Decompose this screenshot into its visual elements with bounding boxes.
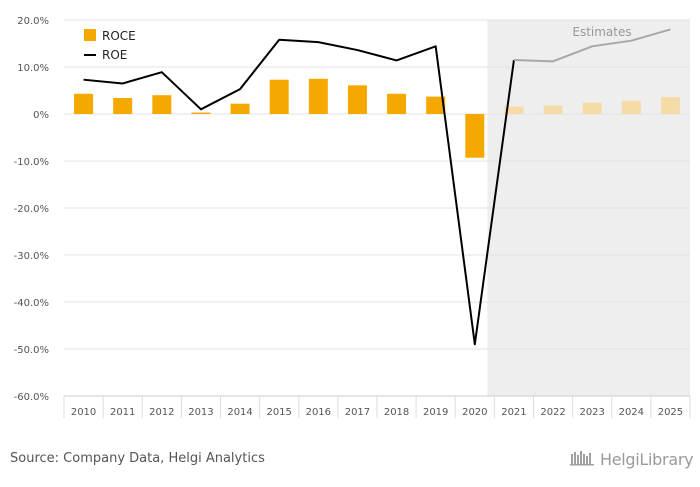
- x-tick-label: 2023: [579, 407, 604, 418]
- y-tick-label: 20.0%: [17, 16, 49, 27]
- roce-bar: [74, 94, 93, 114]
- y-tick-label: -20.0%: [14, 204, 49, 215]
- roce-bar: [231, 104, 250, 114]
- roce-bar: [348, 85, 367, 114]
- roce-bar: [270, 80, 289, 114]
- x-tick-label: 2012: [149, 407, 174, 418]
- x-tick-label: 2025: [658, 407, 683, 418]
- source-note: Source: Company Data, Helgi Analytics: [10, 451, 265, 466]
- roce-bar: [622, 101, 641, 114]
- legend-roce-label: ROCE: [102, 29, 136, 43]
- roce-bar: [152, 95, 171, 114]
- roce-bar: [387, 94, 406, 114]
- x-tick-label: 2014: [227, 407, 252, 418]
- x-tick-label: 2015: [266, 407, 291, 418]
- x-tick-label: 2022: [540, 407, 565, 418]
- x-tick-label: 2019: [423, 407, 448, 418]
- roe-line: [84, 40, 514, 345]
- x-tick-label: 2011: [110, 407, 135, 418]
- x-tick-label: 2018: [384, 407, 409, 418]
- roce-bar: [113, 98, 132, 114]
- y-tick-label: -50.0%: [14, 345, 49, 356]
- x-tick-label: 2017: [345, 407, 370, 418]
- y-tick-label: -30.0%: [14, 251, 49, 262]
- x-tick-label: 2021: [501, 407, 526, 418]
- y-tick-label: -10.0%: [14, 157, 49, 168]
- y-tick-label: 10.0%: [17, 63, 49, 74]
- roce-bar: [191, 113, 210, 114]
- x-tick-label: 2010: [71, 407, 96, 418]
- y-tick-label: 0%: [33, 110, 49, 121]
- x-tick-label: 2016: [306, 407, 331, 418]
- brand-logo[interactable]: HelgiLibrary: [570, 448, 693, 470]
- roce-bar: [465, 114, 484, 158]
- roce-bar: [661, 97, 680, 114]
- legend-roce-swatch: [84, 29, 96, 41]
- roce-bar: [544, 106, 563, 114]
- roce-bar: [583, 103, 602, 114]
- library-icon: [570, 448, 596, 470]
- legend-roe-label: ROE: [102, 48, 127, 62]
- x-tick-label: 2013: [188, 407, 213, 418]
- y-tick-label: -60.0%: [14, 392, 49, 403]
- brand-name: HelgiLibrary: [600, 450, 693, 469]
- y-tick-label: -40.0%: [14, 298, 49, 309]
- x-tick-label: 2020: [462, 407, 487, 418]
- estimates-label: Estimates: [572, 25, 631, 39]
- roce-bar: [309, 79, 328, 114]
- x-tick-label: 2024: [619, 407, 644, 418]
